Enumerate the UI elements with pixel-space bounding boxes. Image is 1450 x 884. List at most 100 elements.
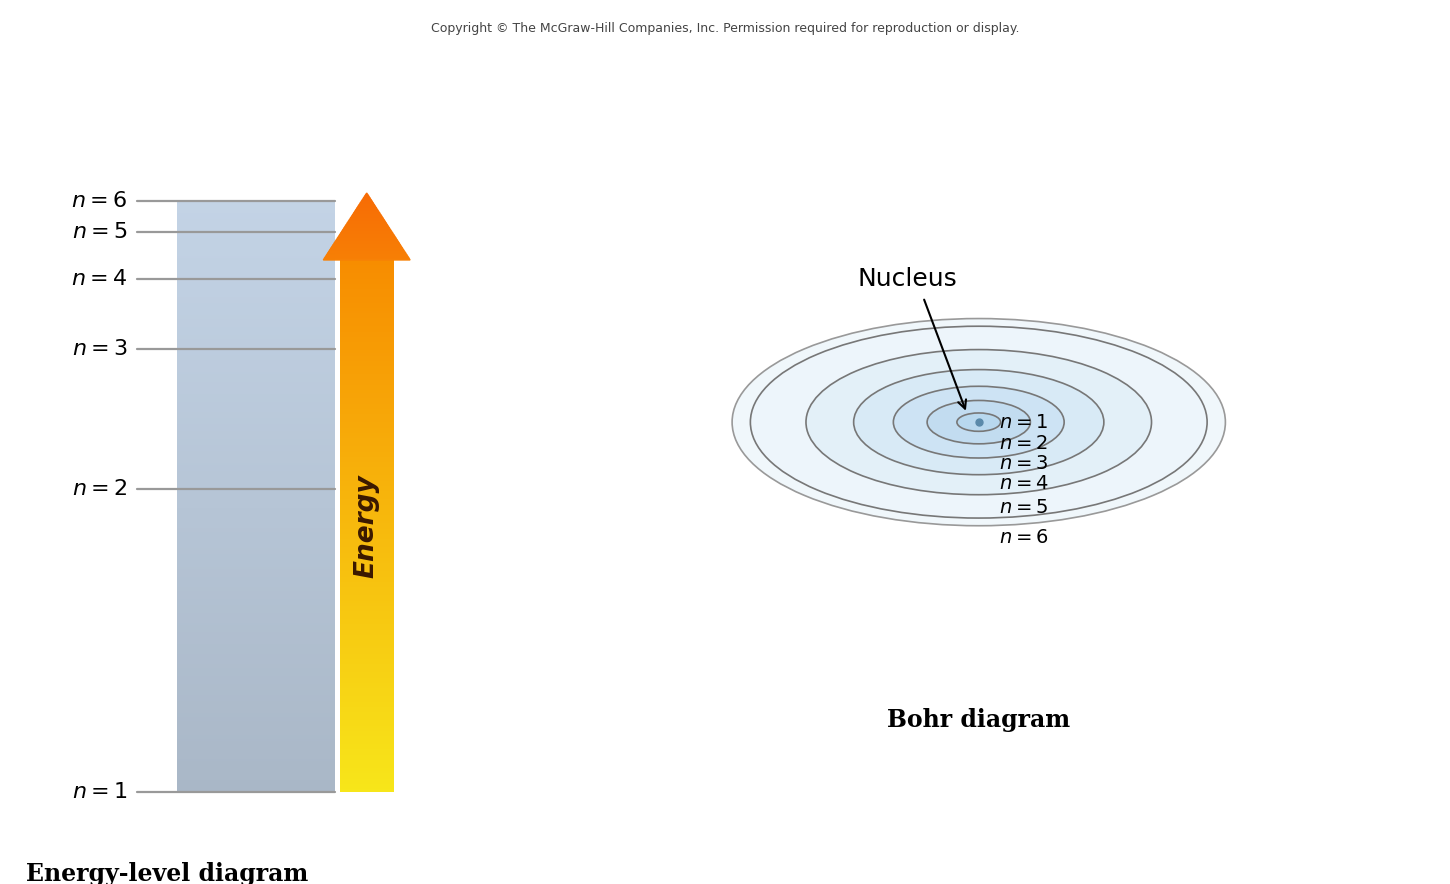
Bar [177,743,335,744]
Bar [177,699,335,701]
Bar [339,681,394,683]
Bar [177,476,335,479]
Bar [177,248,335,250]
Bar [177,536,335,537]
Bar [177,670,335,672]
Bar [339,657,394,659]
Bar [177,374,335,377]
Ellipse shape [927,400,1031,444]
Bar [177,252,335,254]
Bar [177,351,335,353]
Ellipse shape [893,386,1064,458]
Bar [339,391,394,393]
Bar [339,568,394,571]
Polygon shape [323,258,410,260]
Bar [177,406,335,408]
Bar [177,534,335,536]
Bar [177,664,335,666]
Bar [339,286,394,289]
Bar [177,648,335,650]
Bar [177,404,335,406]
Bar [177,727,335,729]
Bar [339,334,394,337]
Bar [339,369,394,371]
Text: Nucleus: Nucleus [857,267,957,291]
Bar [339,606,394,608]
Bar [177,566,335,568]
Bar [339,318,394,321]
Bar [339,616,394,619]
Bar [339,779,394,781]
Bar [177,654,335,656]
Bar [177,293,335,295]
Bar [177,614,335,617]
Bar [177,422,335,423]
Bar [177,632,335,635]
Bar [177,394,335,396]
Bar [339,345,394,347]
Bar [177,220,335,223]
Bar [177,770,335,773]
Polygon shape [329,248,403,250]
Bar [177,313,335,316]
Bar [339,441,394,444]
Bar [339,497,394,499]
Bar [177,778,335,781]
Bar [177,443,335,446]
Polygon shape [347,222,386,223]
Polygon shape [331,247,403,248]
Bar [177,635,335,636]
Bar [177,240,335,242]
Bar [177,309,335,311]
Bar [339,713,394,715]
Bar [339,446,394,449]
Bar [177,297,335,300]
Bar [339,310,394,313]
Bar [339,694,394,697]
Bar [339,478,394,481]
Bar [339,428,394,431]
Bar [339,678,394,681]
Bar [177,552,335,553]
Bar [177,690,335,691]
Bar [339,292,394,294]
Polygon shape [338,237,396,238]
Bar [339,574,394,576]
Bar [177,674,335,675]
Bar [339,731,394,734]
Bar [177,463,335,465]
Bar [177,479,335,481]
Bar [177,339,335,340]
Bar [339,542,394,545]
Bar [339,768,394,771]
Bar [339,571,394,574]
Text: $n = 4$: $n = 4$ [999,474,1048,493]
Polygon shape [354,211,380,213]
Bar [339,637,394,640]
Bar [177,475,335,476]
Bar [339,734,394,736]
Bar [339,640,394,643]
Bar [177,308,335,309]
Bar [177,603,335,605]
Text: $n = 3$: $n = 3$ [999,454,1048,473]
Bar [339,518,394,521]
Bar [177,731,335,733]
Bar [339,697,394,699]
Bar [177,333,335,335]
Bar [339,278,394,281]
Bar [177,678,335,680]
Bar [177,295,335,297]
Bar [177,439,335,441]
Bar [339,385,394,388]
Bar [177,611,335,613]
Bar [339,484,394,486]
Bar [177,713,335,715]
Polygon shape [365,193,368,194]
Bar [339,281,394,284]
Bar [339,454,394,457]
Bar [177,451,335,453]
Bar [177,467,335,469]
Bar [339,449,394,452]
Bar [339,781,394,784]
